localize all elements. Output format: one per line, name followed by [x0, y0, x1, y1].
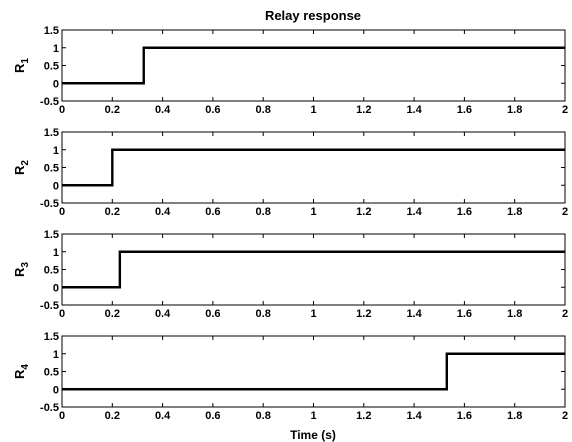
- y-axis-label-base: R: [12, 165, 27, 175]
- subplot-1-x-tick-label: 2: [562, 104, 568, 116]
- subplot-2-x-tick-label: 0.8: [256, 206, 271, 218]
- subplot-1-x-tick-label: 1.4: [406, 104, 422, 116]
- subplot-3-x-tick-label: 0.6: [205, 308, 220, 320]
- subplot-1-x-tick-label: 0.4: [155, 104, 171, 116]
- subplot-1-x-tick-label: 0.2: [105, 104, 120, 116]
- x-axis-label: Time (s): [290, 428, 336, 442]
- subplot-1-y-tick-label: 0.5: [44, 61, 59, 73]
- subplot-1-y-axis-label: R1: [12, 58, 31, 73]
- subplot-2: 0 0.2 0.4 0.6 0.8 1 1.2 1.4 1.6 1.8 2-0.500.511.5R…: [12, 127, 568, 218]
- y-axis-label-base: R: [12, 267, 27, 277]
- y-axis-label-subscript: 3: [20, 262, 31, 268]
- subplot-3-y-tick-label: -0.5: [40, 300, 59, 312]
- subplot-4-y-tick-label: 0: [53, 384, 59, 396]
- subplot-2-x-tick-label: 0.4: [155, 206, 171, 218]
- subplot-4-x-tick-label: 0.4: [155, 410, 171, 422]
- subplot-4-y-tick-label: 1.5: [44, 331, 59, 343]
- subplot-2-x-tick-label: 1.8: [507, 206, 522, 218]
- subplot-2-x-tick-label: 1.2: [356, 206, 371, 218]
- subplot-3-x-tick-label: 0.8: [256, 308, 271, 320]
- subplot-1-x-tick-label: 1.2: [356, 104, 371, 116]
- subplot-2-x-tick-label: 1.4: [406, 206, 422, 218]
- subplot-3-series-1-line: [62, 250, 565, 289]
- subplot-3-x-tick-label: 2: [562, 308, 568, 320]
- subplot-4-y-tick-label: -0.5: [40, 402, 59, 414]
- y-axis-label-base: R: [12, 63, 27, 73]
- subplot-3-x-tick-label: 0.4: [155, 308, 171, 320]
- subplot-2-x-tick-label: 1.6: [457, 206, 472, 218]
- y-axis-label-base: R: [12, 369, 27, 379]
- subplot-3-axes: [61, 233, 566, 306]
- subplot-3-x-tick-label: 1.4: [406, 308, 422, 320]
- subplot-2-y-tick-label: 0.5: [44, 163, 59, 175]
- subplot-1-series-1-line: [62, 46, 565, 85]
- subplot-1: 0 0.2 0.4 0.6 0.8 1 1.2 1.4 1.6 1.8 2-0.500.511.5R…: [12, 25, 568, 116]
- subplot-2-x-tick-label: 0.6: [205, 206, 220, 218]
- subplot-4-x-tick-label: 0.2: [105, 410, 120, 422]
- subplot-1-y-tick-label: 0: [53, 78, 59, 90]
- subplot-2-x-tick-label: 0.2: [105, 206, 120, 218]
- subplot-1-axes: [61, 29, 566, 102]
- subplot-1-x-tick-label: 1.8: [507, 104, 522, 116]
- subplot-4-x-tick-label: 0.6: [205, 410, 220, 422]
- subplot-4-x-tick-label: 1.6: [457, 410, 472, 422]
- subplot-3-y-tick-label: 1.5: [44, 229, 59, 241]
- subplot-3-x-tick-label: 0.2: [105, 308, 120, 320]
- subplot-1-y-tick-label: 1.5: [44, 25, 59, 37]
- subplot-1-x-tick-label: 0.6: [205, 104, 220, 116]
- subplot-2-series-1-line: [62, 148, 565, 187]
- subplot-3-y-tick-label: 0.5: [44, 265, 59, 277]
- subplot-4-y-axis-label: R4: [12, 364, 31, 379]
- subplot-3: 0 0.2 0.4 0.6 0.8 1 1.2 1.4 1.6 1.8 2-0.500.511.5R…: [12, 229, 568, 320]
- subplot-3-x-tick-label: 1.6: [457, 308, 472, 320]
- subplot-4-x-tick-label: 0: [59, 410, 65, 422]
- subplot-2-y-tick-label: 1.5: [44, 127, 59, 139]
- subplot-1-y-tick-label: 1: [53, 43, 59, 55]
- subplot-3-x-tick-label: 1.8: [507, 308, 522, 320]
- subplot-4-x-tick-label: 2: [562, 410, 568, 422]
- subplot-3-x-tick-label: 1: [310, 308, 316, 320]
- subplot-4-x-tick-label: 1.4: [406, 410, 422, 422]
- subplot-4-y-tick-label: 0.5: [44, 367, 59, 379]
- subplot-3-x-tick-label: 0: [59, 308, 65, 320]
- subplot-1-y-tick-label: -0.5: [40, 96, 59, 108]
- subplot-4-x-tick-label: 1.8: [507, 410, 522, 422]
- subplot-3-y-tick-label: 0: [53, 282, 59, 294]
- subplot-4: 0 0.2 0.4 0.6 0.8 1 1.2 1.4 1.6 1.8 2-0.500.511.5R…: [12, 331, 568, 422]
- y-axis-label-subscript: 1: [20, 58, 31, 64]
- subplot-2-x-tick-label: 0: [59, 206, 65, 218]
- subplot-4-x-tick-label: 0.8: [256, 410, 271, 422]
- chart-title: Relay response: [265, 8, 361, 23]
- subplot-2-axes: [61, 131, 566, 204]
- subplot-3-x-tick-label: 1.2: [356, 308, 371, 320]
- subplot-4-axes: [61, 335, 566, 408]
- subplot-4-x-tick-label: 1: [310, 410, 316, 422]
- subplot-1-x-tick-label: 1: [310, 104, 316, 116]
- subplot-2-y-tick-label: -0.5: [40, 198, 59, 210]
- y-axis-label-subscript: 2: [20, 160, 31, 166]
- subplot-1-x-tick-label: 1.6: [457, 104, 472, 116]
- subplot-1-x-tick-label: 0.8: [256, 104, 271, 116]
- subplot-4-series-1-line: [62, 352, 565, 391]
- subplot-2-y-tick-label: 1: [53, 145, 59, 157]
- subplots: 0 0.2 0.4 0.6 0.8 1 1.2 1.4 1.6 1.8 2-0.500.511.5R…: [12, 25, 568, 422]
- subplot-2-y-tick-label: 0: [53, 180, 59, 192]
- subplot-2-y-axis-label: R2: [12, 160, 31, 175]
- subplot-4-x-tick-label: 1.2: [356, 410, 371, 422]
- subplot-4-y-tick-label: 1: [53, 349, 59, 361]
- subplot-2-x-tick-label: 2: [562, 206, 568, 218]
- subplot-2-x-tick-label: 1: [310, 206, 316, 218]
- subplot-3-y-tick-label: 1: [53, 247, 59, 259]
- y-axis-label-subscript: 4: [20, 364, 31, 370]
- subplot-3-y-axis-label: R3: [12, 262, 31, 277]
- subplot-1-x-tick-label: 0: [59, 104, 65, 116]
